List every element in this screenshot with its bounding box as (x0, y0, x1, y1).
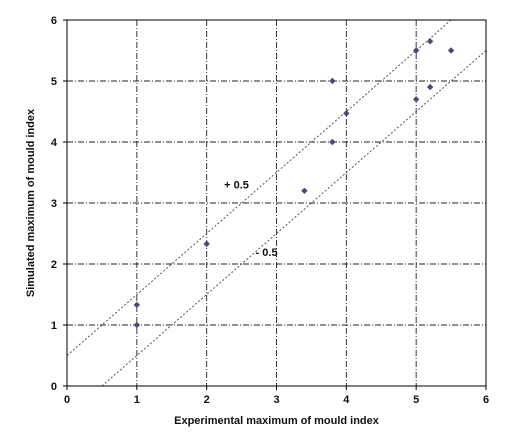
tick-labels: 0 1 2 3 4 5 6 0 1 2 3 4 5 6 (51, 15, 489, 406)
data-point-2 (203, 240, 210, 248)
y-tick-label-4: 4 (51, 137, 58, 149)
data-point-10 (412, 96, 420, 103)
annotations: + 0.5 - 0.5 (224, 180, 277, 259)
x-tick-label-3: 3 (273, 394, 279, 406)
x-tick-label-4: 4 (343, 394, 350, 406)
axes (63, 19, 487, 390)
data-point-8 (426, 38, 434, 45)
x-tick-label-2: 2 (204, 394, 210, 406)
x-tick-label-1: 1 (134, 394, 140, 406)
y-tick-label-1: 1 (51, 320, 57, 332)
data-point-1 (133, 321, 141, 329)
data-point-9 (447, 47, 455, 54)
reference-line-1 (101, 50, 487, 387)
x-tick-label-5: 5 (413, 394, 419, 406)
data-point-7 (412, 47, 420, 54)
x-axis-title: Experimental maximum of mould index (174, 415, 380, 427)
y-tick-label-6: 6 (51, 15, 57, 27)
data-point-5 (329, 138, 336, 146)
data-points (133, 38, 455, 329)
y-tick-label-3: 3 (51, 198, 57, 210)
data-point-4 (329, 77, 336, 85)
x-tick-label-6: 6 (483, 394, 489, 406)
data-point-11 (426, 83, 434, 91)
y-tick-label-0: 0 (51, 381, 57, 393)
reference-label-0: + 0.5 (224, 180, 249, 192)
data-point-0 (133, 301, 141, 309)
grid-lines (67, 20, 486, 386)
data-point-3 (301, 187, 308, 194)
data-point-6 (343, 110, 350, 117)
reference-label-1: - 0.5 (256, 247, 278, 259)
y-tick-label-2: 2 (51, 259, 57, 271)
reference-lines (66, 19, 487, 387)
reference-line-0 (66, 19, 452, 356)
y-tick-label-5: 5 (51, 76, 57, 88)
y-axis-title: Simulated maximum of mould index (25, 108, 37, 297)
x-tick-label-0: 0 (64, 394, 70, 406)
